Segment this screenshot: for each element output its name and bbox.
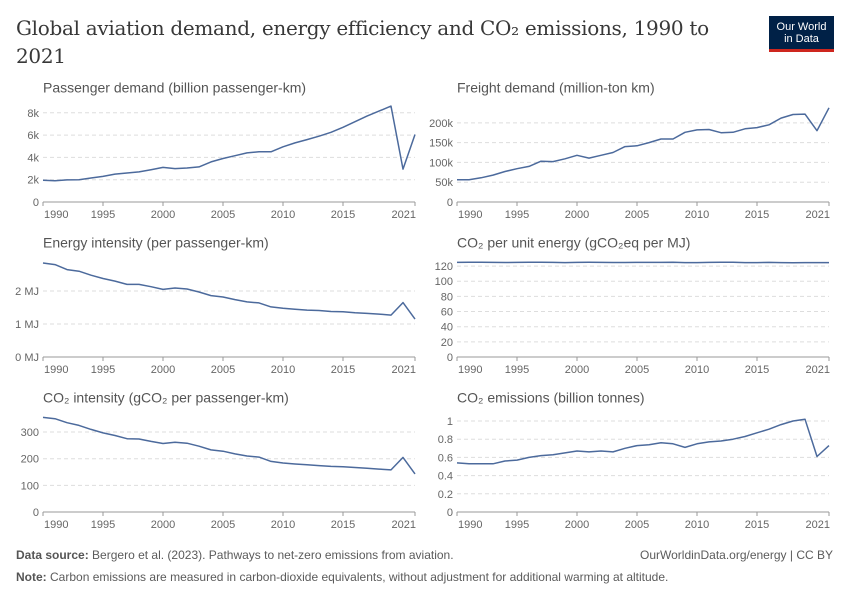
y-tick-label: 1 <box>447 416 453 428</box>
note: Note: Carbon emissions are measured in c… <box>16 570 668 584</box>
x-tick-label: 2000 <box>151 519 175 531</box>
x-tick-label: 1990 <box>458 364 482 376</box>
y-tick-label: 0.8 <box>438 434 453 446</box>
x-tick-label: 2005 <box>625 209 649 221</box>
x-tick-label: 2015 <box>745 364 769 376</box>
x-tick-label: 2010 <box>271 364 295 376</box>
y-tick-label: 60 <box>441 307 453 319</box>
x-tick-label: 2005 <box>625 519 649 531</box>
series-line <box>42 262 416 320</box>
panel-title: CO₂ emissions (billion tonnes) <box>457 390 645 406</box>
x-tick-label: 2021 <box>806 364 830 376</box>
x-tick-label: 2021 <box>392 519 416 531</box>
panel-title: Energy intensity (per passenger-km) <box>43 235 269 251</box>
x-tick-label: 1995 <box>505 519 529 531</box>
x-tick-label: 2021 <box>806 519 830 531</box>
x-tick-label: 2021 <box>392 364 416 376</box>
x-tick-label: 2015 <box>745 209 769 221</box>
y-tick-label: 0.6 <box>438 452 453 464</box>
y-tick-label: 0 <box>33 507 39 519</box>
y-tick-label: 0.4 <box>438 471 453 483</box>
panel-title: Freight demand (million-ton km) <box>457 80 655 96</box>
y-tick-label: 0 <box>33 197 39 209</box>
y-tick-label: 100 <box>435 276 453 288</box>
y-tick-label: 2 MJ <box>15 286 39 298</box>
x-tick-label: 1990 <box>458 209 482 221</box>
y-tick-label: 200k <box>429 118 453 130</box>
x-tick-label: 2015 <box>331 364 355 376</box>
y-tick-label: 50k <box>435 177 453 189</box>
panel-title: Passenger demand (billion passenger-km) <box>43 80 306 96</box>
y-tick-label: 4k <box>27 152 39 164</box>
series-line <box>42 416 416 475</box>
series-line <box>456 418 830 465</box>
x-tick-label: 1995 <box>91 364 115 376</box>
y-tick-label: 120 <box>435 261 453 273</box>
y-tick-label: 300 <box>21 427 39 439</box>
source-label: Data source: <box>16 548 89 562</box>
owid-logo[interactable]: Our World in Data <box>769 16 834 52</box>
note-label: Note: <box>16 570 47 584</box>
x-tick-label: 2005 <box>211 519 235 531</box>
x-tick-label: 1995 <box>505 209 529 221</box>
x-tick-label: 2015 <box>331 519 355 531</box>
x-tick-label: 2021 <box>392 209 416 221</box>
y-tick-label: 80 <box>441 291 453 303</box>
x-tick-label: 1995 <box>91 209 115 221</box>
x-tick-label: 1995 <box>505 364 529 376</box>
logo-line-2: in Data <box>784 33 819 45</box>
y-tick-label: 150k <box>429 138 453 150</box>
series-line <box>457 107 830 181</box>
x-tick-label: 2010 <box>685 364 709 376</box>
x-tick-label: 2005 <box>625 364 649 376</box>
y-tick-label: 0.2 <box>438 489 453 501</box>
x-tick-label: 1990 <box>44 364 68 376</box>
panel-title: CO₂ per unit energy (gCO₂eq per MJ) <box>457 235 690 251</box>
x-tick-label: 2015 <box>745 519 769 531</box>
x-tick-label: 1990 <box>458 519 482 531</box>
x-tick-label: 1990 <box>44 209 68 221</box>
x-tick-label: 1995 <box>91 519 115 531</box>
y-tick-label: 8k <box>27 108 39 120</box>
y-tick-label: 0 <box>447 352 453 364</box>
series-line <box>456 261 829 264</box>
x-tick-label: 2010 <box>271 519 295 531</box>
x-tick-label: 2005 <box>211 364 235 376</box>
x-tick-label: 2000 <box>151 209 175 221</box>
x-tick-label: 2000 <box>565 209 589 221</box>
x-tick-label: 2010 <box>685 519 709 531</box>
series-line <box>42 105 416 182</box>
y-tick-label: 20 <box>441 337 453 349</box>
x-tick-label: 2010 <box>685 209 709 221</box>
x-tick-label: 2000 <box>151 364 175 376</box>
y-tick-label: 40 <box>441 322 453 334</box>
x-tick-label: 2021 <box>806 209 830 221</box>
note-text: Carbon emissions are measured in carbon-… <box>50 570 669 584</box>
chart-title: Global aviation demand, energy efficienc… <box>16 16 709 68</box>
y-tick-label: 100 <box>21 480 39 492</box>
data-source: Data source: Bergero et al. (2023). Path… <box>16 548 454 562</box>
x-tick-label: 2015 <box>331 209 355 221</box>
y-tick-label: 200 <box>21 454 39 466</box>
x-tick-label: 2000 <box>565 364 589 376</box>
y-tick-label: 6k <box>27 130 39 142</box>
x-tick-label: 2010 <box>271 209 295 221</box>
logo-line-1: Our World <box>776 21 827 33</box>
y-tick-label: 0 <box>447 197 453 209</box>
y-tick-label: 2k <box>27 175 39 187</box>
x-tick-label: 2000 <box>565 519 589 531</box>
x-tick-label: 2005 <box>211 209 235 221</box>
source-text: Bergero et al. (2023). Pathways to net-z… <box>92 548 454 562</box>
y-tick-label: 0 MJ <box>15 352 39 364</box>
y-tick-label: 100k <box>429 157 453 169</box>
panel-title: CO₂ intensity (gCO₂ per passenger-km) <box>43 390 289 406</box>
y-tick-label: 0 <box>447 507 453 519</box>
y-tick-label: 1 MJ <box>15 319 39 331</box>
source-url[interactable]: OurWorldinData.org/energy | CC BY <box>640 548 833 562</box>
x-tick-label: 1990 <box>44 519 68 531</box>
